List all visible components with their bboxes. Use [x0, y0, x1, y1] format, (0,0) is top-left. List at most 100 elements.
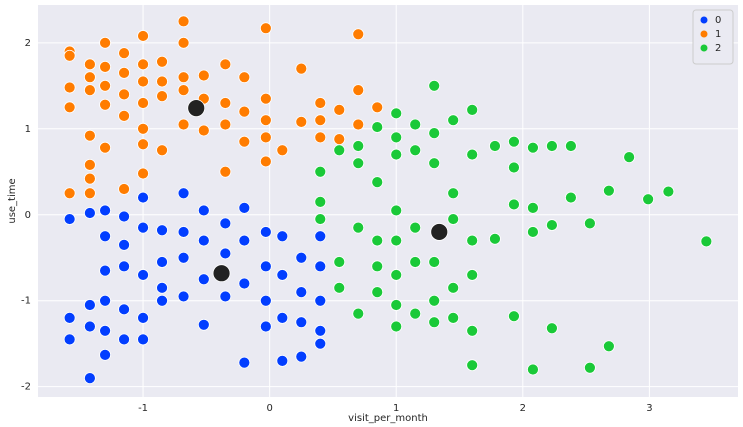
y-tick-label: 1: [25, 124, 31, 135]
point: [314, 97, 327, 109]
point: [238, 105, 251, 118]
point: [99, 294, 111, 307]
point: [602, 184, 615, 197]
point: [197, 69, 210, 82]
point: [314, 324, 327, 337]
point: [219, 118, 232, 131]
point: [63, 333, 76, 346]
point: [83, 71, 96, 84]
point: [137, 138, 149, 151]
point: [118, 303, 130, 316]
y-axis-label: use_time: [7, 178, 18, 223]
point: [428, 316, 441, 329]
point: [156, 294, 168, 307]
point: [177, 226, 190, 238]
point: [118, 109, 130, 122]
point: [219, 247, 232, 260]
point: [428, 157, 441, 170]
point: [137, 167, 149, 180]
point: [177, 118, 190, 131]
point: [583, 217, 596, 230]
point: [276, 354, 289, 367]
point: [259, 22, 272, 35]
point: [371, 286, 384, 299]
legend-marker: [700, 30, 708, 38]
point: [177, 15, 190, 28]
point: [314, 131, 327, 144]
point: [333, 281, 346, 294]
point: [390, 299, 403, 311]
point: [83, 207, 96, 219]
point: [371, 260, 384, 273]
point: [83, 172, 96, 185]
point: [466, 234, 479, 247]
point: [197, 234, 210, 247]
point: [83, 320, 96, 333]
point: [546, 219, 558, 231]
point: [409, 307, 422, 320]
point: [118, 183, 130, 195]
point: [466, 324, 479, 337]
point: [63, 49, 76, 62]
point: [259, 226, 272, 238]
point: [259, 155, 272, 168]
centroid: [430, 223, 449, 241]
point: [137, 333, 149, 346]
point: [390, 320, 403, 333]
point: [137, 312, 149, 324]
point: [314, 213, 327, 225]
point: [197, 204, 210, 217]
point: [118, 260, 130, 273]
point: [238, 135, 251, 148]
x-tick-label: 2: [520, 403, 526, 414]
point: [295, 251, 308, 264]
point: [409, 256, 422, 268]
point: [508, 161, 520, 174]
point: [295, 316, 308, 329]
point: [333, 103, 346, 116]
point: [276, 269, 289, 281]
point: [99, 60, 111, 73]
point: [156, 256, 168, 268]
point: [219, 165, 232, 178]
point: [118, 333, 130, 346]
legend-box: [692, 9, 734, 65]
point: [352, 307, 365, 320]
point: [314, 195, 327, 208]
y-tick-label: -1: [21, 296, 31, 307]
point: [177, 251, 190, 264]
legend-label: 2: [715, 43, 721, 54]
point: [118, 88, 130, 101]
point: [137, 191, 149, 204]
point: [118, 47, 130, 60]
point: [118, 238, 130, 251]
point: [177, 84, 190, 97]
point: [527, 226, 539, 238]
plot-background: [38, 5, 738, 397]
point: [156, 144, 168, 157]
point: [63, 101, 76, 114]
point: [489, 140, 501, 152]
point: [314, 337, 327, 350]
point: [583, 361, 596, 374]
point: [259, 320, 272, 333]
point: [219, 97, 232, 109]
point: [137, 30, 149, 42]
point: [219, 290, 232, 303]
point: [63, 187, 76, 200]
point: [295, 62, 308, 75]
y-tick-label: 0: [25, 210, 31, 221]
point: [390, 269, 403, 281]
point: [156, 75, 168, 88]
point: [238, 277, 251, 290]
point: [466, 269, 479, 281]
centroid: [212, 264, 231, 283]
point: [546, 140, 558, 152]
point: [137, 221, 149, 234]
point: [99, 204, 111, 217]
point: [137, 269, 149, 281]
point: [259, 92, 272, 105]
legend-marker: [700, 44, 708, 52]
point: [197, 318, 210, 331]
